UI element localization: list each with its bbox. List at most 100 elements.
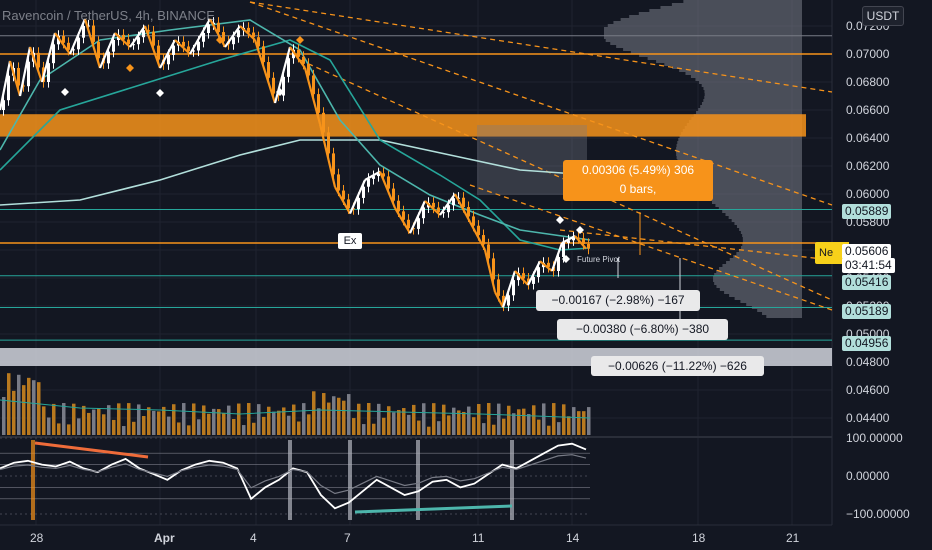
volume-profile-bar [676, 156, 802, 159]
candle-body [382, 173, 385, 177]
volume-bar [392, 412, 396, 435]
volume-bar [552, 403, 556, 435]
pivot-marker [156, 89, 164, 97]
ma-fast [0, 19, 591, 241]
volume-profile-bar [718, 207, 802, 210]
volume-profile-bar [702, 192, 802, 195]
volume-bar [467, 406, 471, 435]
volume-profile-bar [746, 303, 802, 306]
volume-profile-bar [638, 12, 802, 15]
volume-profile-bar [672, 66, 802, 69]
volume-profile-bar [685, 174, 802, 177]
volume-bar [322, 393, 326, 435]
osc-signal-bar [348, 440, 352, 520]
volume-ma [0, 399, 591, 419]
measure-box-down-1[interactable]: −0.00167 (−2.98%) −167 [536, 290, 700, 311]
trendline [469, 184, 833, 311]
volume-bar [207, 413, 211, 435]
volume-bar [367, 403, 371, 435]
measure-box-down-2[interactable]: −0.00380 (−6.80%) −380 [557, 319, 728, 340]
volume-profile-bar [734, 297, 802, 300]
candle-body [497, 279, 500, 296]
candle-body [217, 22, 220, 33]
volume-bar [2, 397, 6, 435]
volume-profile-bar [704, 90, 802, 93]
measure-box-down-3[interactable]: −0.00626 (−11.22%) −626 [591, 356, 764, 376]
volume-profile-bar [705, 195, 802, 198]
volume-bar [187, 425, 191, 435]
candle-body [82, 26, 85, 38]
candle-body [62, 35, 65, 43]
currency-button[interactable]: USDT [862, 6, 904, 26]
volume-profile-bar [725, 213, 802, 216]
volume-bar [547, 425, 551, 435]
candle-body [267, 62, 270, 78]
candle-body [447, 205, 450, 213]
volume-bar [132, 421, 136, 435]
volume-profile-bar [613, 21, 802, 24]
candle-body [87, 25, 90, 27]
candle-body [7, 75, 10, 101]
zigzag-segment [159, 39, 176, 69]
volume-bar [537, 419, 541, 435]
price-tick-label: 0.04800 [846, 355, 890, 369]
candle-body [557, 257, 560, 271]
candle-body [332, 153, 335, 175]
zigzag-segment [129, 25, 146, 48]
candle-body [147, 30, 150, 32]
volume-bar [212, 408, 216, 435]
volume-profile-bar [687, 177, 802, 180]
zigzag-segment [574, 235, 587, 250]
volume-profile-bar [729, 258, 802, 261]
volume-profile-bar [734, 222, 802, 225]
osc-tick-label: 0.00000 [846, 469, 890, 483]
time-tick-label: 21 [786, 531, 800, 545]
zigzag-segment [527, 260, 541, 286]
candle-body [377, 173, 380, 177]
volume-profile-bar [647, 57, 802, 60]
candle-body [77, 37, 80, 50]
volume-profile-bar [656, 60, 802, 63]
volume-profile-bar [733, 255, 802, 258]
zigzag-segment [40, 32, 57, 83]
volume-bar [582, 411, 586, 435]
zigzag-segment [83, 18, 102, 69]
volume-bar [432, 403, 436, 435]
time-tick-label: Apr [154, 531, 175, 545]
volume-profile-bar [726, 261, 802, 264]
candle-body [342, 190, 345, 200]
future-pivot-marker [562, 255, 570, 263]
candle-body [467, 207, 470, 217]
candle-body [182, 41, 185, 47]
volume-bar [362, 424, 366, 435]
volume-bar [12, 390, 16, 435]
candle-body [47, 63, 50, 82]
ma-slow [0, 139, 591, 206]
volume-profile-bar [671, 3, 802, 6]
volume-bar [462, 411, 466, 435]
price-tick-label: 0.06000 [846, 187, 890, 201]
candle-body [67, 42, 70, 50]
volume-profile-bar [715, 204, 802, 207]
measure-box-up[interactable]: 0.00306 (5.49%) 306 0 bars, [563, 160, 713, 201]
volume-profile-bar [630, 51, 802, 54]
volume-profile-bar [713, 276, 802, 279]
volume-profile-bar [757, 309, 802, 312]
osc-signal-bar [510, 440, 514, 520]
volume-bar [397, 409, 401, 435]
volume-bar [62, 403, 66, 435]
volume-profile-bar [604, 33, 802, 36]
volume-profile-bar [696, 111, 802, 114]
volume-profile-bar [703, 87, 802, 90]
zigzag-segment [28, 46, 44, 83]
volume-bar [197, 419, 201, 435]
volume-bars [0, 373, 591, 435]
volume-profile-bar [728, 216, 802, 219]
pivot-marker [61, 88, 69, 96]
volume-bar [152, 410, 156, 435]
candle-body [312, 75, 315, 95]
time-axis[interactable]: 28 Apr 4 7 11 14 18 21 [30, 531, 800, 545]
oscillator [0, 436, 832, 520]
measure-up-text: 0.00306 (5.49%) 306 [581, 163, 695, 177]
